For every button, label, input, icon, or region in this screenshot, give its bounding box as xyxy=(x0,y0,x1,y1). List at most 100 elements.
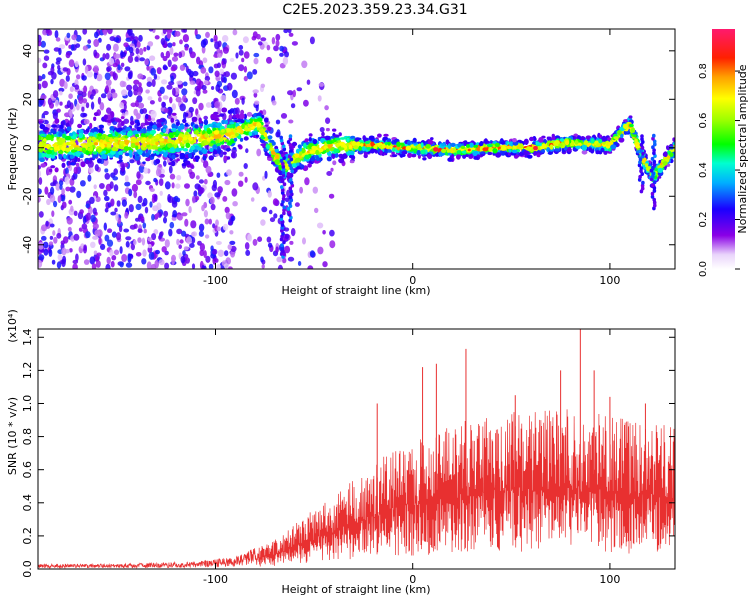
heat-cell xyxy=(246,111,253,117)
heat-cell xyxy=(195,88,201,97)
heat-cell xyxy=(168,162,173,166)
heat-cell xyxy=(596,143,601,147)
heat-cell xyxy=(193,190,198,197)
heat-cell xyxy=(93,112,99,117)
heat-cell xyxy=(49,235,54,240)
heat-cell xyxy=(46,149,52,155)
heat-cell xyxy=(176,228,183,235)
heat-cell xyxy=(258,41,263,46)
heat-cell xyxy=(143,167,149,174)
heat-cell xyxy=(533,145,538,151)
heat-cell xyxy=(176,238,180,246)
heat-cell xyxy=(110,211,117,216)
heat-cell xyxy=(245,119,251,123)
heat-cell xyxy=(523,150,529,156)
heat-cell xyxy=(283,29,289,34)
heat-cell xyxy=(327,140,333,145)
heat-cell xyxy=(40,133,45,137)
heat-cell xyxy=(214,101,221,109)
heat-cell xyxy=(495,152,502,158)
heat-cell xyxy=(280,243,284,248)
heat-cell xyxy=(257,236,263,242)
heat-cell xyxy=(85,203,90,209)
heat-cell xyxy=(205,102,212,108)
heat-cell xyxy=(212,144,218,150)
colorbar: 0.0 0.2 0.4 0.6 0.8 Normalized spectral ampl… xyxy=(698,29,749,277)
heat-cell xyxy=(252,182,259,191)
heat-cell xyxy=(277,264,283,269)
heat-cell xyxy=(129,159,135,164)
heat-cell xyxy=(312,186,318,194)
colorbar-ticks: 0.0 0.2 0.4 0.6 0.8 xyxy=(698,63,740,277)
heat-cell xyxy=(473,144,478,148)
heat-cell xyxy=(184,122,189,127)
heat-cell xyxy=(339,137,346,140)
heat-cell xyxy=(147,237,153,242)
heat-cell xyxy=(309,250,315,258)
heat-cell xyxy=(588,148,593,153)
heat-cell xyxy=(211,86,215,90)
heat-cell xyxy=(69,86,74,93)
heat-cell xyxy=(75,162,80,168)
heat-cell xyxy=(224,179,231,186)
heat-cell xyxy=(509,141,514,147)
heat-cell xyxy=(116,128,121,133)
heat-cell xyxy=(83,244,87,251)
heat-cell xyxy=(188,106,194,113)
heat-cell xyxy=(245,148,249,154)
heat-cell xyxy=(143,46,147,52)
heat-cell xyxy=(248,131,253,137)
heat-cell xyxy=(598,139,603,144)
heat-cell xyxy=(153,194,158,202)
heat-cell xyxy=(133,89,139,96)
heat-cell xyxy=(652,188,657,193)
heat-cell xyxy=(190,220,197,229)
heat-cell xyxy=(214,192,221,198)
heat-cell xyxy=(52,143,58,147)
heat-cell xyxy=(230,250,236,258)
heat-cell xyxy=(126,131,132,137)
heat-cell xyxy=(48,241,54,246)
heat-cell xyxy=(80,161,86,168)
heat-cell xyxy=(94,164,99,172)
heat-cell xyxy=(175,183,181,189)
heat-cell xyxy=(137,73,144,80)
heat-cell xyxy=(105,143,112,148)
colorbar-gradient xyxy=(712,29,735,269)
heat-cell xyxy=(213,111,219,115)
heat-cell xyxy=(628,115,633,119)
heat-cell xyxy=(111,231,117,238)
heat-cell xyxy=(182,136,188,141)
heat-cell xyxy=(617,130,622,135)
heat-cell xyxy=(58,47,62,56)
heat-cell xyxy=(93,39,100,47)
heat-cell xyxy=(182,118,187,124)
heat-cell xyxy=(222,151,227,155)
heat-cell xyxy=(161,79,168,85)
heat-cell xyxy=(243,66,248,73)
heat-cell xyxy=(182,94,187,103)
heat-cell xyxy=(113,168,118,176)
heat-cell xyxy=(118,225,123,233)
heat-cell xyxy=(241,97,245,105)
heat-cell xyxy=(261,264,265,269)
heat-cell xyxy=(650,156,655,161)
heat-cell xyxy=(110,198,115,207)
heat-cell xyxy=(181,212,188,217)
heat-cell xyxy=(152,205,159,212)
heat-cell xyxy=(274,148,279,153)
heat-cell xyxy=(61,138,66,143)
heat-cell xyxy=(141,237,146,246)
heat-cell xyxy=(68,93,73,99)
heat-cell xyxy=(141,258,147,265)
heat-cell xyxy=(290,103,296,109)
heat-cell xyxy=(110,118,115,122)
heat-cell xyxy=(55,183,61,191)
heat-cell xyxy=(179,103,186,112)
heat-cell xyxy=(41,224,48,232)
heat-cell xyxy=(235,132,239,137)
heat-cell xyxy=(146,261,152,269)
heat-cell xyxy=(134,155,140,161)
heat-cell xyxy=(280,222,285,227)
heat-cell xyxy=(558,143,563,147)
